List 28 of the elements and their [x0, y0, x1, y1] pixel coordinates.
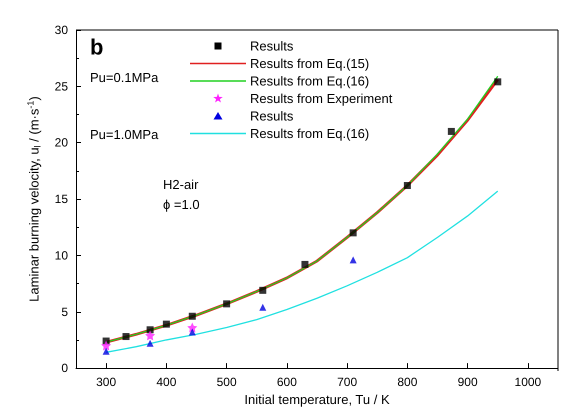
annotation: Pu=0.1MPa	[90, 70, 160, 85]
y-tick-label: 20	[54, 136, 68, 150]
legend-label: Results	[250, 108, 294, 124]
x-tick-label: 1000	[514, 375, 542, 390]
x-tick-label: 800	[397, 375, 418, 390]
x-tick-label: 500	[216, 375, 237, 390]
legend-label: Results from Eq.(15)	[250, 56, 370, 71]
legend-label: Results from Eq.(16)	[250, 126, 370, 141]
annotation: ϕ =1.0	[163, 197, 200, 212]
legend-label: Results from Eq.(16)	[250, 74, 370, 88]
annotation: b	[90, 34, 104, 60]
y-tick-label: 10	[54, 248, 68, 262]
y-tick-label: 25	[54, 79, 68, 94]
annotation: Pu=1.0MPa	[90, 127, 160, 142]
x-tick-label: 600	[276, 375, 298, 390]
y-tick-label: 0	[61, 361, 68, 376]
x-tick-label: 300	[96, 375, 116, 390]
annotation: H2-air	[163, 177, 200, 192]
y-tick-label: 15	[54, 192, 68, 206]
x-tick-label: 400	[156, 375, 177, 390]
y-tick-label: 30	[54, 23, 68, 37]
x-tick-label: 700	[337, 375, 358, 390]
x-tick-label: 900	[458, 375, 478, 390]
x-axis-title: Initial temperature, Tu / K	[244, 392, 390, 407]
legend-label: Results	[250, 38, 294, 54]
y-axis-title: Laminar burning velocity, ul / (m·s-1)	[26, 96, 42, 302]
legend-label: Results from Experiment	[250, 91, 393, 106]
y-tick-label: 5	[61, 304, 68, 319]
